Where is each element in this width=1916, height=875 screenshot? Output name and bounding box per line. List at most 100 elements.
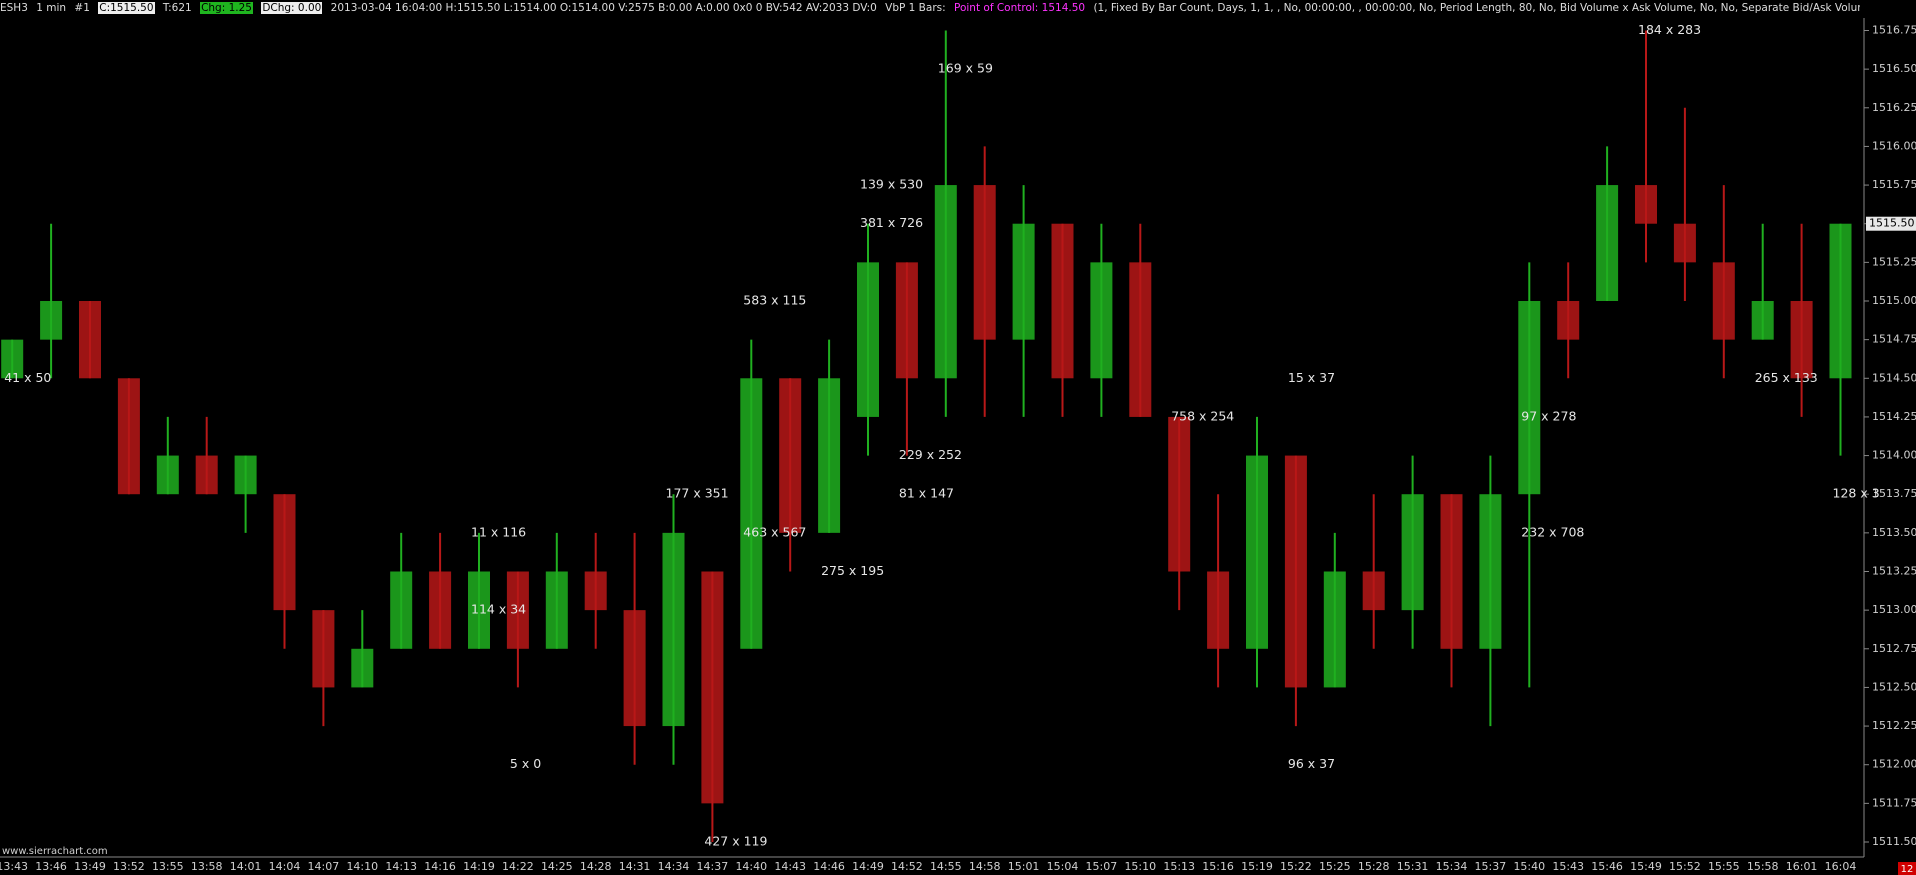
x-tick-label: 14:58 [969,860,1001,873]
x-tick-label: 14:49 [852,860,884,873]
candle-body [312,610,335,688]
volume-annotation: 463 x 567 [743,524,806,539]
candle-body [1712,262,1735,340]
study-params: (1, Fixed By Bar Count, Days, 1, 1, , No… [1093,2,1860,14]
bar-info: 2013-03-04 16:04:00 H:1515.50 L:1514.00 … [330,2,877,14]
x-tick-label: 13:58 [191,860,223,873]
y-tick-label: 1513.00 [1872,603,1916,616]
candle-body [584,571,607,611]
candle-body [1051,223,1074,379]
candle-body [1284,455,1307,688]
y-tick-label: 1512.00 [1872,758,1916,771]
y-tick-label: 1516.50 [1872,62,1916,75]
candle-body [1751,301,1774,340]
candle-body [506,571,529,649]
x-tick-label: 14:10 [346,860,378,873]
x-tick-label: 15:40 [1513,860,1545,873]
y-tick-label: 1516.75 [1872,24,1916,37]
x-tick-label: 15:16 [1202,860,1234,873]
candle-body [1012,223,1035,340]
candle-body [857,262,879,417]
x-tick-label: 15:58 [1747,860,1779,873]
volume-annotation: 11 x 116 [471,524,526,539]
candle-body [1479,494,1502,649]
candle-body [79,301,101,379]
candle-body [40,301,63,340]
candle-body [623,610,646,727]
volume-annotation: 184 x 283 [1638,22,1701,37]
candle-body [895,262,918,379]
x-tick-label: 14:55 [930,860,962,873]
y-tick-label: 1515.00 [1872,294,1916,307]
volume-annotation: 15 x 37 [1288,370,1335,385]
x-tick-label: 15:46 [1591,860,1623,873]
candle-body [1557,301,1580,340]
candle-body [1635,185,1657,224]
candle-body [934,185,957,379]
x-tick-label: 14:07 [308,860,340,873]
symbol: ESH3 [0,2,28,14]
x-tick-label: 14:28 [580,860,612,873]
x-tick-label: 15:22 [1280,860,1312,873]
y-tick-label: 1516.25 [1872,101,1916,114]
y-tick-label: 1515.25 [1872,255,1916,268]
x-tick-label: 15:28 [1358,860,1390,873]
volume-annotation: 128 x 3 [1833,486,1880,501]
candle-body [1168,416,1191,572]
candle-body [818,378,841,533]
volume-annotation: 5 x 0 [510,756,541,771]
candle-body [1518,301,1541,495]
y-tick-label: 1512.50 [1872,680,1916,693]
point-of-control: Point of Control: 1514.50 [953,2,1086,14]
x-tick-label: 15:07 [1086,860,1118,873]
volume-annotation: 114 x 34 [471,602,526,617]
x-tick-label: 15:25 [1319,860,1351,873]
price-marker-label: 1515.50 [1869,217,1915,230]
corner-label: 12 [1901,864,1914,875]
candle-body [1673,223,1696,263]
close-value: C:1515.50 [98,2,155,14]
x-tick-label: 15:31 [1397,860,1429,873]
candle-body [1129,262,1152,417]
volume-annotation: 758 x 254 [1171,408,1234,423]
candle-body [1401,494,1424,611]
candle-body [1207,571,1230,649]
x-tick-label: 14:01 [230,860,262,873]
x-tick-label: 14:19 [463,860,495,873]
x-tick-label: 15:13 [1163,860,1195,873]
y-tick-label: 1513.75 [1872,487,1916,500]
y-tick-label: 1514.00 [1872,449,1916,462]
y-tick-label: 1515.75 [1872,178,1916,191]
x-tick-label: 16:01 [1786,860,1818,873]
x-tick-label: 13:52 [113,860,145,873]
candle-body [195,455,218,495]
x-tick-label: 14:43 [774,860,806,873]
candle-body [429,571,452,649]
volume-annotation: 96 x 37 [1288,756,1335,771]
volume-annotation: 265 x 133 [1755,370,1818,385]
x-tick-label: 15:34 [1436,860,1468,873]
y-tick-label: 1514.25 [1872,410,1916,423]
candle-body [1790,301,1813,379]
trades: T:621 [162,2,192,14]
x-tick-label: 15:37 [1475,860,1507,873]
y-tick-label: 1512.75 [1872,642,1916,655]
x-tick-label: 13:49 [74,860,106,873]
candle-body [1246,455,1268,649]
change: Chg: 1.25 [200,2,253,14]
candle-body [156,455,179,495]
y-tick-label: 1512.25 [1872,719,1916,732]
candle-body [1323,571,1346,688]
volume-annotation: 97 x 278 [1521,408,1576,423]
y-tick-label: 1516.00 [1872,139,1916,152]
candle-body [117,378,140,495]
volume-annotation: 229 x 252 [899,447,962,462]
y-tick-label: 1513.25 [1872,565,1916,578]
x-tick-label: 13:55 [152,860,184,873]
candle-body [273,494,296,611]
y-tick-label: 1511.75 [1872,796,1916,809]
x-tick-label: 15:01 [1008,860,1040,873]
candle-body [973,185,996,340]
